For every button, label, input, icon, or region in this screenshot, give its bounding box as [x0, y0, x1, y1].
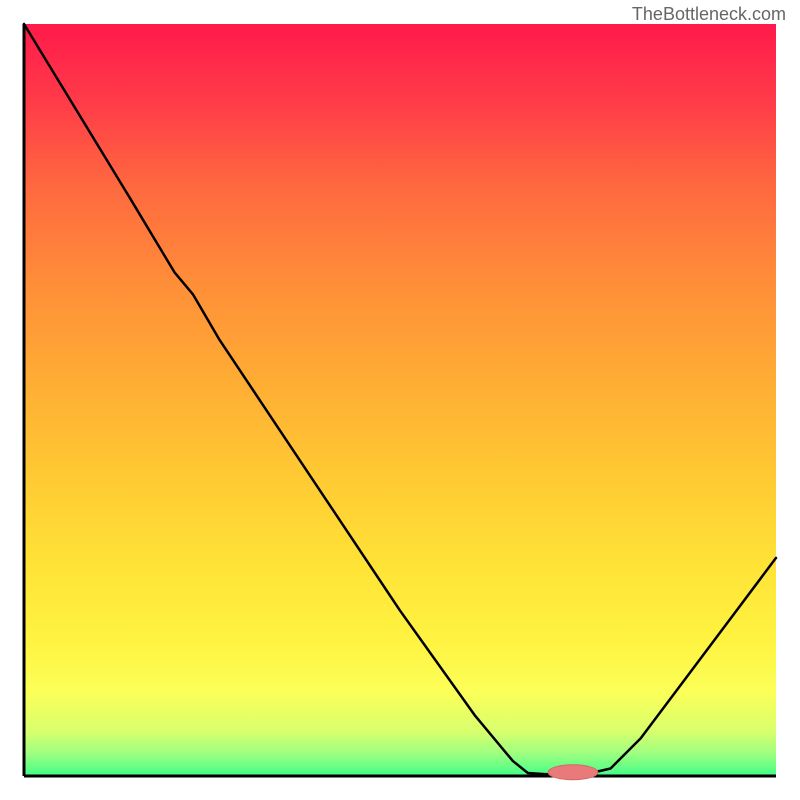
watermark-text: TheBottleneck.com — [632, 4, 786, 25]
optimal-marker — [548, 765, 598, 780]
plot-background — [24, 24, 776, 776]
bottleneck-chart — [0, 0, 800, 800]
chart-container: { "watermark": { "text": "TheBottleneck.… — [0, 0, 800, 800]
